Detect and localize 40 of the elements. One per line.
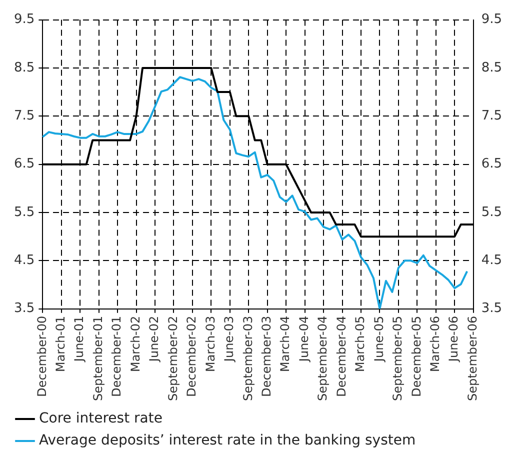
x-tick-label: December-04: [334, 316, 348, 397]
x-tick-label: June-04: [296, 316, 311, 363]
x-tick-label: June-02: [147, 316, 162, 363]
x-tick-label: March-06: [428, 316, 442, 372]
x-tick-label: September-04: [316, 316, 330, 402]
y2-tick-label: 9.5: [481, 12, 502, 28]
x-tick-label: December-03: [259, 316, 274, 397]
x-tick-label: June-06: [446, 316, 461, 363]
legend-label: Average deposits’ interest rate in the banking system: [39, 432, 416, 449]
x-tick-label: March-01: [54, 316, 68, 372]
y-tick-label: 7.5: [14, 108, 35, 124]
y2-tick-label: 3.5: [481, 301, 502, 316]
x-tick-label: September-06: [465, 316, 480, 402]
x-tick-label: June-03: [222, 316, 236, 363]
x-tick-label: December-01: [110, 316, 124, 397]
x-tick-label: December-02: [184, 316, 199, 397]
y2-tick-label: 7.5: [481, 108, 502, 124]
y-tick-label: 3.5: [14, 301, 35, 316]
x-tick-label: September-03: [240, 316, 255, 402]
x-tick-label: June-01: [72, 316, 86, 363]
legend-label: Core interest rate: [39, 410, 162, 427]
x-tick-label: March-03: [203, 316, 218, 372]
y2-tick-label: 6.5: [481, 156, 502, 172]
x-tick-label: June-05: [372, 316, 386, 363]
x-tick-label: December-00: [34, 316, 49, 397]
y-tick-label: 6.5: [14, 156, 35, 172]
y2-tick-label: 8.5: [481, 60, 502, 76]
x-tick-label: March-04: [278, 316, 292, 372]
x-tick-label: March-02: [128, 316, 142, 372]
x-tick-label: September-01: [90, 316, 105, 402]
x-tick-label: March-05: [353, 316, 368, 372]
x-tick-label: September-05: [390, 316, 405, 402]
y-tick-label: 9.5: [14, 12, 35, 28]
y-tick-label: 8.5: [14, 60, 35, 76]
x-tick-label: December-05: [409, 316, 424, 397]
y2-tick-label: 4.5: [481, 253, 502, 268]
y2-tick-label: 5.5: [481, 204, 502, 220]
y-tick-label: 4.5: [14, 253, 35, 268]
x-tick-label: September-02: [166, 316, 180, 402]
y-tick-label: 5.5: [14, 204, 35, 220]
